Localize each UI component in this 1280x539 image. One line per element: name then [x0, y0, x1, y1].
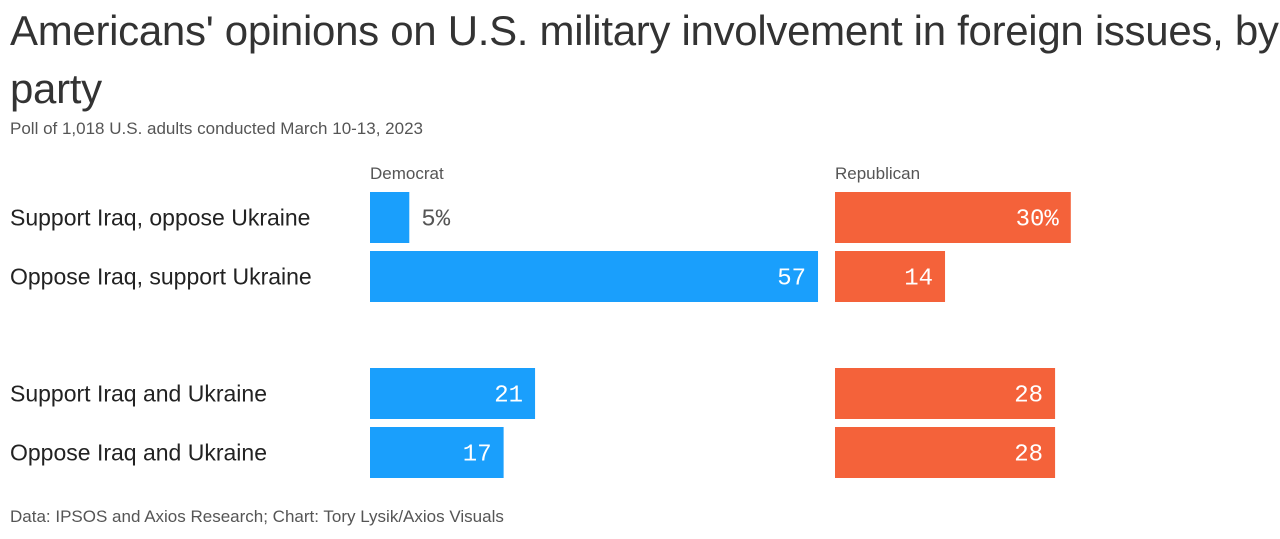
bar-republican [835, 192, 1071, 243]
bar-republican [835, 251, 946, 302]
data-label: 14 [904, 266, 933, 293]
chart-source: Data: IPSOS and Axios Research; Chart: T… [10, 507, 504, 526]
series-header-democrat: Democrat [370, 164, 444, 183]
series-header-republican: Republican [835, 164, 920, 183]
category-label: Oppose Iraq and Ukraine [10, 440, 267, 466]
chart-title: Americans' opinions on U.S. military inv… [10, 7, 1279, 112]
category-label: Support Iraq and Ukraine [10, 381, 267, 407]
bar-republican [835, 427, 1056, 478]
bar-democrat [370, 427, 504, 478]
data-label: 21 [494, 383, 523, 410]
data-label: 57 [777, 266, 806, 293]
data-label: 28 [1014, 442, 1043, 469]
data-label: 17 [463, 442, 492, 469]
data-label: 30% [1016, 207, 1060, 234]
data-label: 5% [421, 207, 450, 234]
bar-democrat [370, 251, 819, 302]
bar-democrat [370, 368, 536, 419]
bar-democrat [370, 192, 410, 243]
bar-republican [835, 368, 1056, 419]
data-label: 28 [1014, 383, 1043, 410]
category-label: Support Iraq, oppose Ukraine [10, 205, 310, 231]
chart-subtitle: Poll of 1,018 U.S. adults conducted Marc… [10, 119, 423, 138]
category-label: Oppose Iraq, support Ukraine [10, 264, 312, 290]
